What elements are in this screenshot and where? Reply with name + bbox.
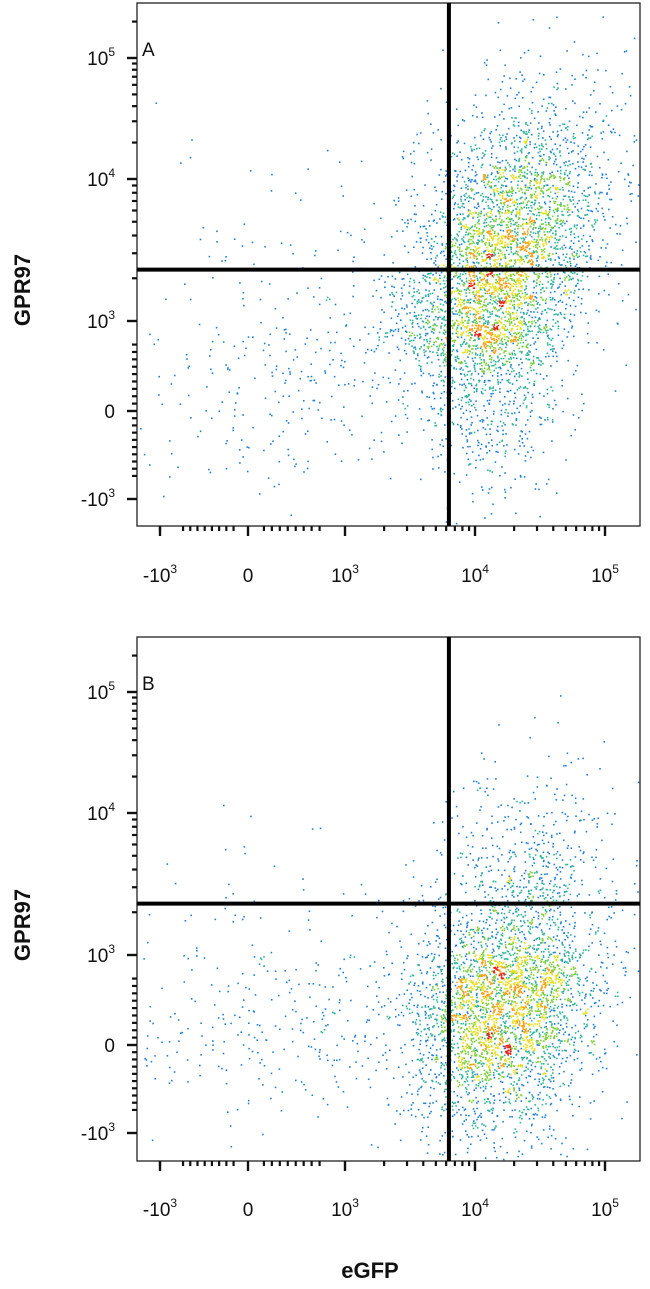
x-tick-base: 10 [461, 566, 482, 587]
y-tick-label: 105 [87, 45, 115, 70]
y-tick-base: 10 [87, 946, 108, 967]
x-tick-exponent: 5 [612, 1196, 619, 1210]
x-tick-base: 10 [591, 566, 612, 587]
x-tick-exponent: 3 [170, 562, 177, 576]
x-tick-base: 10 [331, 1200, 352, 1221]
y-tick-exponent: 3 [108, 1120, 115, 1134]
x-tick-exponent: 3 [170, 1196, 177, 1210]
y-tick-base: -10 [81, 1124, 108, 1145]
y-tick-base: 10 [87, 804, 108, 825]
y-tick-label: 105 [87, 679, 115, 704]
y-tick-label: 104 [87, 166, 115, 191]
x-tick-label: 103 [331, 562, 359, 587]
x-tick-exponent: 5 [612, 562, 619, 576]
y-tick-label: 103 [87, 942, 115, 967]
x-tick-exponent: 3 [352, 562, 359, 576]
x-tick-base: 0 [243, 566, 254, 587]
x-axis: -103 0 103 104 105 [143, 1161, 619, 1221]
y-tick-base: -10 [81, 490, 108, 511]
y-tick-exponent: 3 [108, 942, 115, 956]
y-tick-exponent: 4 [108, 800, 115, 814]
y-tick-exponent: 4 [108, 166, 115, 180]
x-axis-title: eGFP [341, 1258, 398, 1283]
x-tick-exponent: 4 [482, 562, 489, 576]
y-tick-label: 0 [104, 1036, 115, 1057]
x-tick-label: -103 [143, 1196, 177, 1221]
y-tick-exponent: 3 [108, 486, 115, 500]
y-tick-base: 0 [104, 1036, 115, 1057]
y-tick-base: 10 [87, 49, 108, 70]
panel-label: A [142, 40, 155, 61]
y-tick-label: 0 [104, 402, 115, 423]
x-tick-label: -103 [143, 562, 177, 587]
y-tick-base: 10 [87, 683, 108, 704]
y-tick-label: -103 [81, 1120, 115, 1145]
y-tick-exponent: 3 [108, 308, 115, 322]
x-tick-label: 104 [461, 562, 489, 587]
plot-frame [136, 636, 641, 1162]
y-tick-exponent: 5 [108, 679, 115, 693]
y-tick-label: 103 [87, 308, 115, 333]
x-tick-exponent: 3 [352, 1196, 359, 1210]
y-tick-label: 104 [87, 800, 115, 825]
x-tick-label: 103 [331, 1196, 359, 1221]
x-tick-label: 0 [243, 1200, 254, 1221]
x-tick-base: -10 [143, 1200, 170, 1221]
x-tick-base: 10 [591, 1200, 612, 1221]
x-tick-label: 105 [591, 1196, 619, 1221]
event-dots [140, 16, 640, 525]
y-tick-label: -103 [81, 486, 115, 511]
y-axis-title: GPR97 [10, 889, 35, 961]
y-tick-exponent: 5 [108, 45, 115, 59]
plot-frame [136, 2, 641, 527]
y-axis-title: GPR97 [10, 254, 35, 326]
x-tick-label: 105 [591, 562, 619, 587]
x-tick-label: 104 [461, 1196, 489, 1221]
x-tick-base: 10 [331, 566, 352, 587]
x-tick-base: 0 [243, 1200, 254, 1221]
x-tick-base: 10 [461, 1200, 482, 1221]
panel-label: B [142, 674, 155, 695]
event-dots [143, 695, 640, 1161]
x-axis: -103 0 103 104 105 [143, 526, 619, 587]
y-tick-base: 10 [87, 312, 108, 333]
x-tick-label: 0 [243, 566, 254, 587]
x-tick-exponent: 4 [482, 1196, 489, 1210]
x-tick-base: -10 [143, 566, 170, 587]
y-tick-base: 0 [104, 402, 115, 423]
y-tick-base: 10 [87, 170, 108, 191]
